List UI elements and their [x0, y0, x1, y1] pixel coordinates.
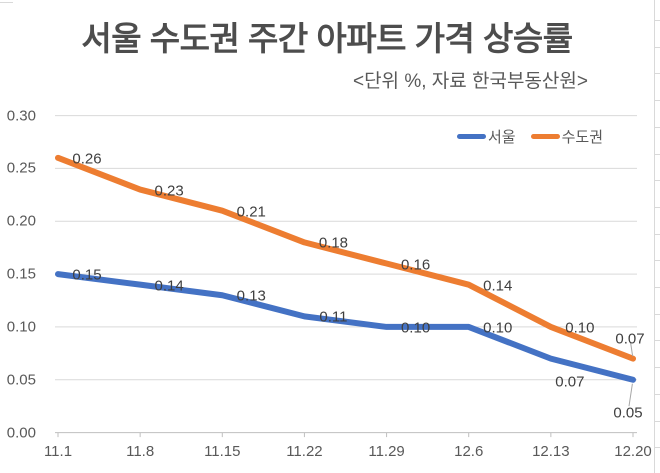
- spreadsheet-row-border: [655, 260, 660, 262]
- spreadsheet-row-border: [655, 420, 660, 422]
- data-label-seoul: 0.07: [555, 373, 585, 391]
- legend-item-sudogwon: 수도권: [530, 126, 604, 147]
- legend-item-seoul: 서울: [457, 126, 516, 147]
- spreadsheet-row-border: [655, 233, 660, 235]
- spreadsheet-row-border: [655, 447, 660, 449]
- data-label-sudogwon: 0.26: [72, 150, 102, 168]
- spreadsheet-row-border: [655, 340, 660, 342]
- y-tick-label: 0.10: [6, 318, 36, 336]
- y-tick-label: 0.20: [6, 212, 36, 230]
- x-tick-label: 11.22: [286, 443, 323, 460]
- data-label-seoul: 0.14: [154, 277, 184, 295]
- data-label-seoul: 0.10: [483, 319, 513, 337]
- data-label-sudogwon: 0.07: [615, 330, 645, 348]
- x-tick-label: 11.1: [43, 443, 73, 460]
- spreadsheet-row-border: [655, 313, 660, 315]
- data-label-sudogwon: 0.16: [400, 256, 431, 274]
- data-label-sudogwon: 0.14: [483, 277, 513, 295]
- x-tick-label: 12.20: [614, 443, 652, 460]
- series-line-sudogwon: [55, 154, 637, 362]
- spreadsheet-row-border: [655, 46, 660, 48]
- series-line-seoul: [55, 271, 637, 383]
- spreadsheet-row-border: [655, 287, 660, 288]
- data-label-seoul: 0.11: [319, 308, 348, 326]
- spreadsheet-row-border: [655, 206, 660, 208]
- x-tick-label: 12.13: [532, 443, 570, 460]
- data-label-seoul: 0.15: [72, 266, 102, 284]
- data-label-seoul: 0.10: [400, 319, 431, 337]
- y-tick-label: 0.05: [6, 371, 36, 389]
- data-label-leader-line: [630, 342, 634, 357]
- legend-label-seoul: 서울: [488, 129, 516, 146]
- data-label-sudogwon: 0.10: [565, 319, 595, 337]
- chart-title: 서울 수도권 주간 아파트 가격 상승률: [81, 20, 573, 57]
- data-label-sudogwon: 0.18: [318, 234, 349, 252]
- x-tick-label: 11.29: [368, 443, 405, 460]
- data-label-seoul: 0.13: [236, 287, 266, 305]
- y-tick-label: 0.00: [6, 424, 36, 442]
- y-tick-label: 0.25: [6, 159, 36, 177]
- x-tick-label: 11.15: [204, 443, 241, 460]
- legend-label-sudogwon: 수도권: [561, 129, 604, 146]
- y-tick-label: 0.30: [6, 107, 36, 125]
- data-label-sudogwon: 0.23: [154, 182, 184, 200]
- legend-swatch-seoul-icon: [457, 134, 486, 139]
- x-tick-label: 12.6: [454, 443, 484, 460]
- spreadsheet-row-border: [655, 100, 660, 102]
- spreadsheet-row-border: [655, 73, 660, 75]
- spreadsheet-row-border: [655, 126, 660, 128]
- data-label-seoul: 0.05: [613, 404, 643, 422]
- data-label-sudogwon: 0.21: [236, 203, 266, 221]
- spreadsheet-gridline-top: [0, 2, 13, 3]
- chart-subtitle: <단위 %, 자료 한국부동산원>: [352, 71, 588, 92]
- spreadsheet-row-border: [655, 180, 660, 182]
- spreadsheet-row-border: [655, 153, 660, 155]
- legend-swatch-sudogwon-icon: [530, 134, 560, 139]
- chart-legend: 서울 수도권: [457, 126, 604, 147]
- x-tick-label: 11.8: [126, 443, 155, 460]
- spreadsheet-row-border: [655, 367, 660, 369]
- spreadsheet-row-border: [655, 20, 660, 21]
- spreadsheet-column-border: [654, 0, 655, 473]
- spreadsheet-row-border: [655, 393, 660, 395]
- y-tick-label: 0.15: [6, 265, 36, 283]
- data-label-leader-line: [628, 383, 633, 407]
